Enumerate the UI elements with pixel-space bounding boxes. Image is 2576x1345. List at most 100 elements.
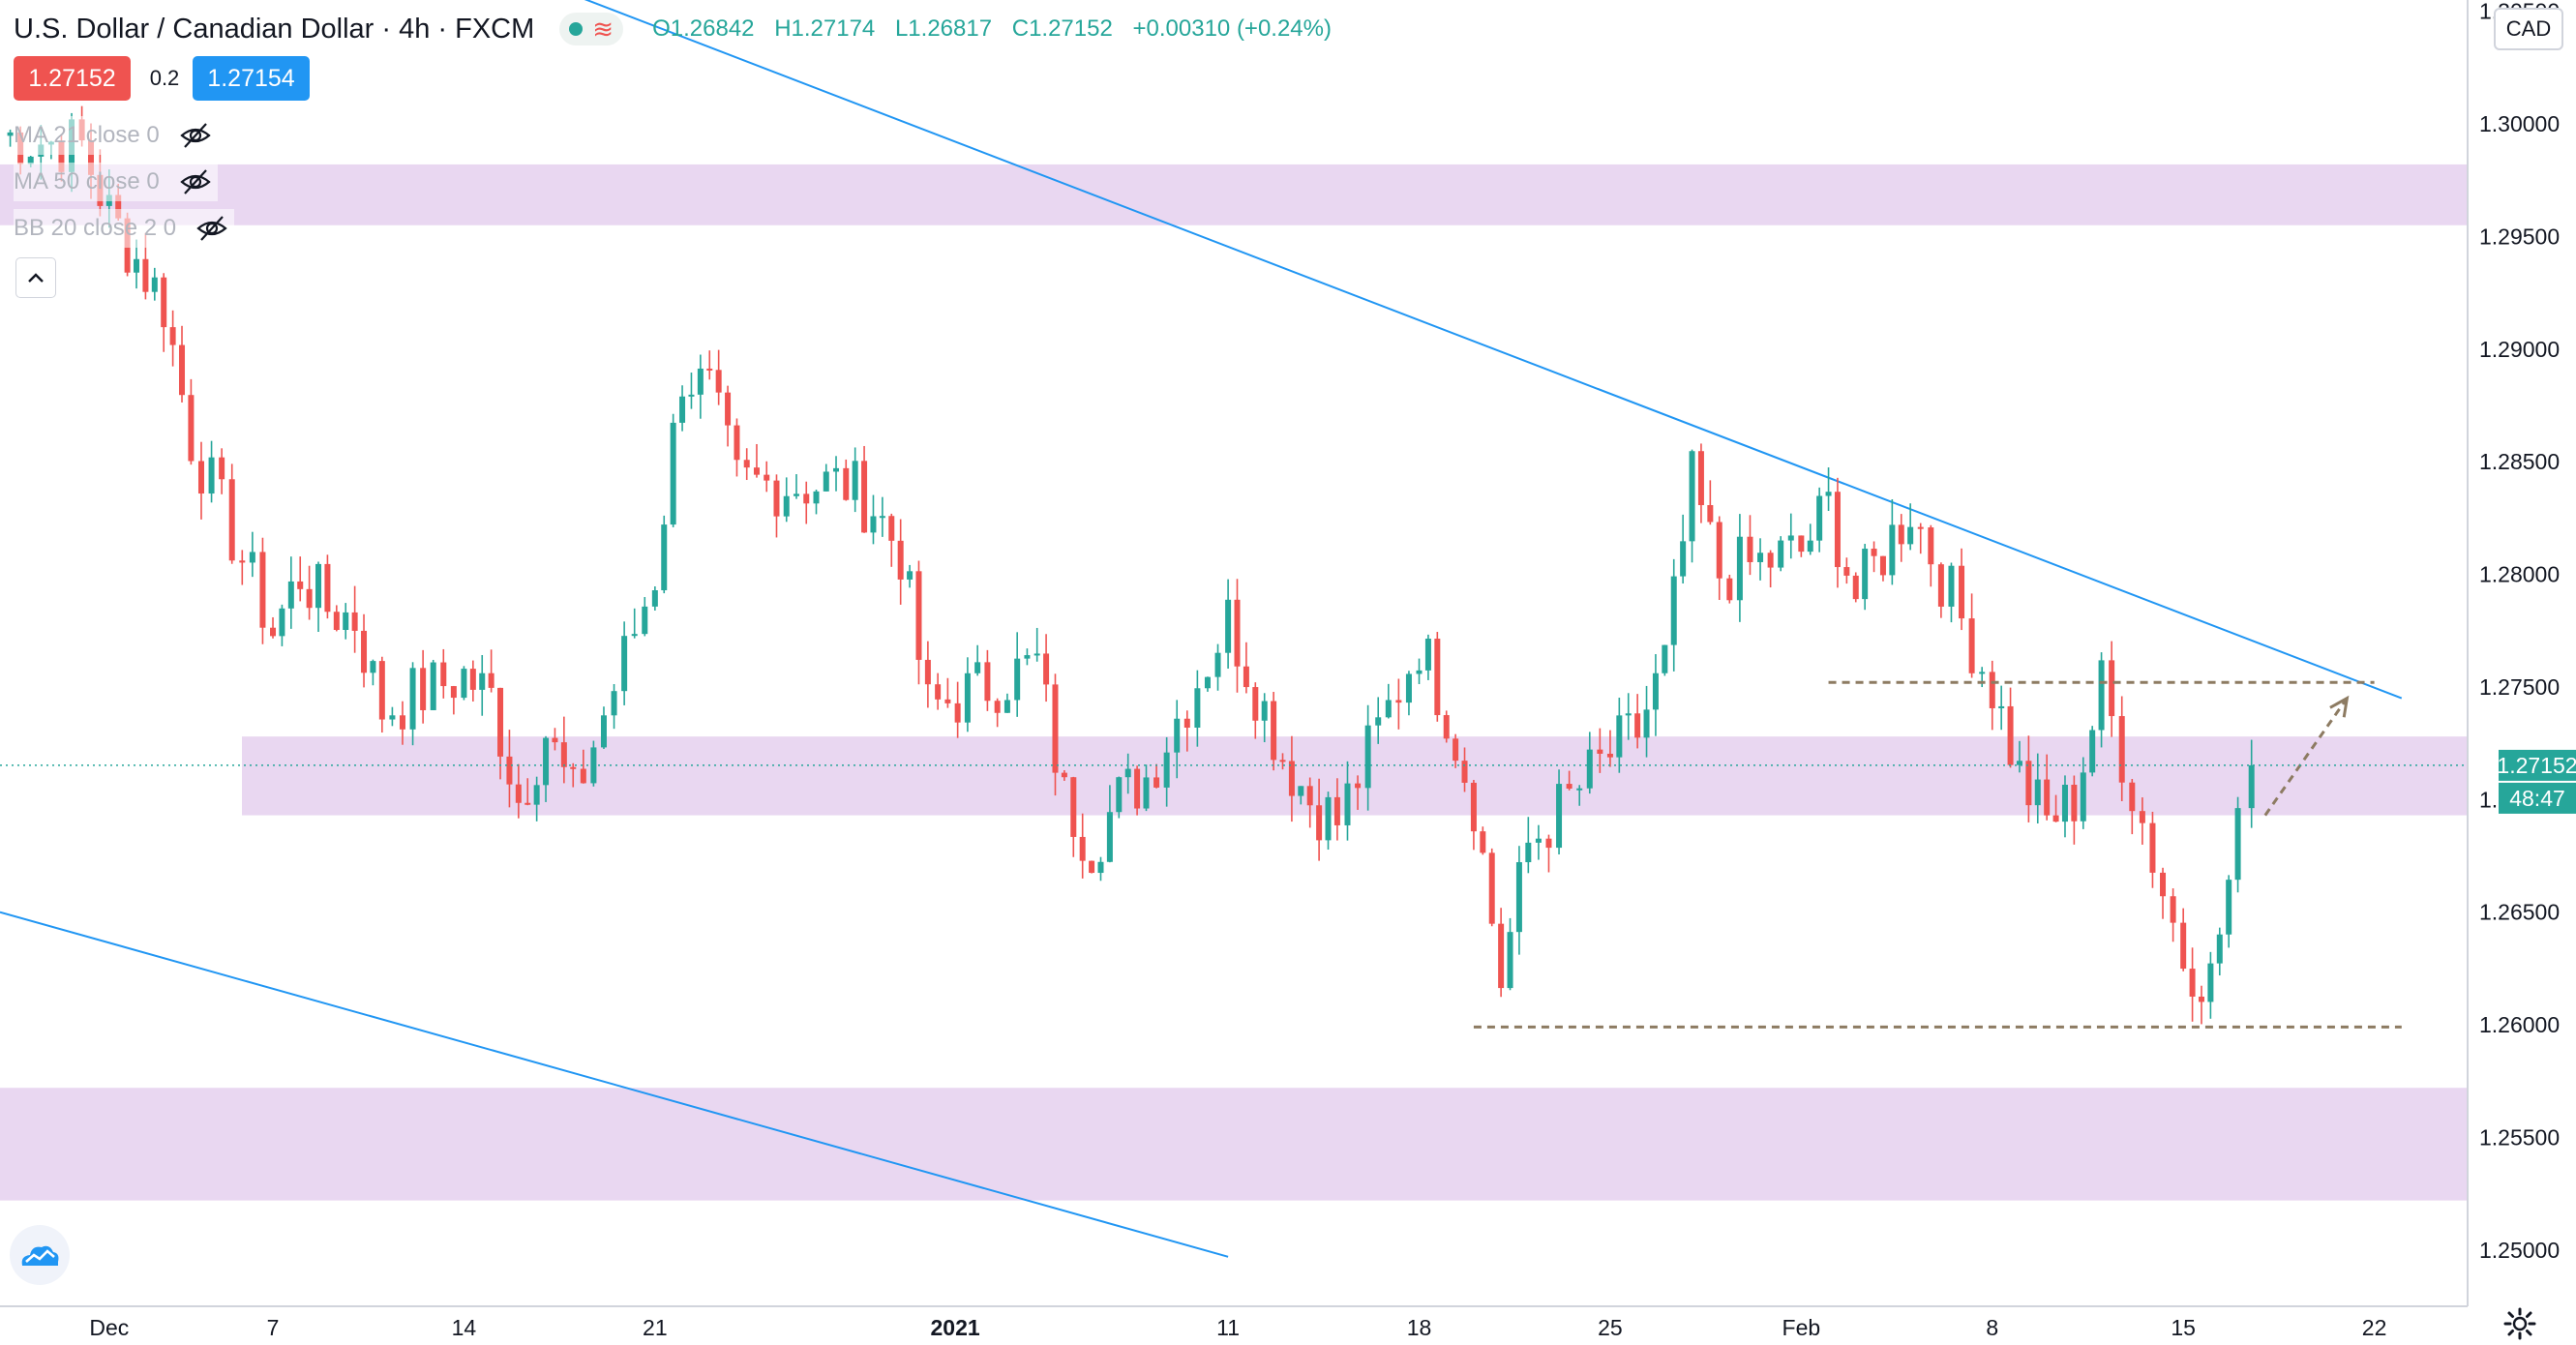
candle-body xyxy=(1364,725,1371,789)
candle-body xyxy=(552,737,558,743)
collapse-legend-button[interactable] xyxy=(15,257,56,298)
candle-body xyxy=(249,552,255,563)
y-tick-label: 1.28000 xyxy=(2479,562,2560,587)
y-tick-label: 1.29500 xyxy=(2479,224,2560,249)
candle-body xyxy=(2034,779,2041,806)
candle-body xyxy=(2025,761,2032,806)
indicator-row-bb[interactable]: BB 20 close 2 0 xyxy=(14,209,235,248)
price-axis[interactable] xyxy=(2468,0,2576,1306)
candle-body xyxy=(1507,932,1513,989)
candle-body xyxy=(440,662,447,687)
candle-body xyxy=(1889,524,1896,576)
candle-body xyxy=(2234,808,2241,881)
candle-body xyxy=(259,552,266,628)
eye-hidden-icon[interactable] xyxy=(179,119,212,152)
candle-body xyxy=(1798,535,1805,553)
status-pill[interactable]: ≋ xyxy=(559,13,624,45)
candle-body xyxy=(161,277,167,328)
candle-body xyxy=(764,474,770,481)
candle-body xyxy=(2216,934,2223,964)
indicator-row-ma21[interactable]: MA 21 close 0 xyxy=(14,116,218,155)
candle-body xyxy=(430,662,436,710)
candle-body xyxy=(964,672,971,723)
candle-body xyxy=(974,662,981,673)
candle-body xyxy=(1852,575,1859,600)
candle-body xyxy=(1968,618,1975,673)
candle-body xyxy=(924,659,931,685)
candle-body xyxy=(7,132,14,136)
candle-body xyxy=(370,661,376,673)
candle-body xyxy=(1214,652,1221,677)
x-tick-label: 21 xyxy=(643,1315,668,1340)
candle-body xyxy=(1385,700,1392,718)
candle-body xyxy=(651,590,658,607)
x-tick-label: 25 xyxy=(1598,1315,1623,1340)
candle-body xyxy=(1597,749,1603,754)
candle-body xyxy=(1606,753,1613,758)
candle-body xyxy=(1443,715,1450,739)
candle-body xyxy=(1424,639,1431,671)
sr-zone-1 xyxy=(242,736,2468,816)
candle-body xyxy=(715,370,722,393)
currency-selector[interactable]: CAD xyxy=(2494,8,2563,50)
candle-body xyxy=(287,581,294,609)
gear-icon[interactable] xyxy=(2502,1306,2537,1341)
candle-body xyxy=(279,608,285,637)
time-axis[interactable] xyxy=(0,1306,2576,1345)
candle-body xyxy=(2016,761,2022,765)
tradingview-logo-icon[interactable] xyxy=(10,1225,70,1285)
sr-zone-2 xyxy=(0,1088,2468,1201)
candle-body xyxy=(697,368,704,395)
candle-body xyxy=(1871,549,1877,556)
candle-body xyxy=(1153,777,1160,788)
candle-body xyxy=(1325,796,1332,841)
candle-body xyxy=(1316,805,1323,841)
ohlc-high: H1.27174 xyxy=(774,15,876,42)
candle-body xyxy=(944,699,951,703)
candle-body xyxy=(1480,831,1486,853)
candle-body xyxy=(2129,782,2136,812)
buy-price-button[interactable]: 1.27154 xyxy=(193,56,310,101)
candle-body xyxy=(1937,564,1944,607)
projection-arrow-head xyxy=(2329,695,2350,718)
candle-body xyxy=(2207,963,2214,1002)
candle-body xyxy=(1707,505,1714,523)
eye-hidden-icon[interactable] xyxy=(179,165,212,198)
candle-body xyxy=(239,560,246,563)
sell-price-button[interactable]: 1.27152 xyxy=(14,56,131,101)
candle-body xyxy=(2080,772,2086,822)
candle-body xyxy=(1089,860,1095,874)
candle-body xyxy=(1928,527,1934,565)
candle-body xyxy=(1652,672,1659,710)
x-tick-label: Feb xyxy=(1782,1315,1821,1340)
candle-body xyxy=(570,766,577,769)
eye-hidden-icon[interactable] xyxy=(195,212,228,245)
candle-body xyxy=(1070,777,1077,837)
candle-body xyxy=(1670,576,1677,645)
x-tick-label: 15 xyxy=(2171,1315,2196,1340)
lower-trendline xyxy=(0,911,1229,1258)
symbol-title[interactable]: U.S. Dollar / Canadian Dollar · 4h · FXC… xyxy=(14,13,535,45)
candle-body xyxy=(706,368,713,371)
candle-body xyxy=(389,715,396,720)
candle-body xyxy=(1106,812,1113,862)
candle-body xyxy=(1979,672,1986,674)
candle-body xyxy=(2160,872,2167,897)
ohlc-open: O1.26842 xyxy=(652,15,755,42)
candle-body xyxy=(1726,578,1733,601)
candle-body xyxy=(1525,842,1532,863)
candle-body xyxy=(897,540,904,580)
cloud-chart-icon xyxy=(21,1245,59,1266)
candle-body xyxy=(670,422,676,525)
candle-body xyxy=(1716,522,1722,579)
candle-body xyxy=(935,684,942,700)
candle-body xyxy=(1143,777,1150,809)
candle-body xyxy=(1204,676,1211,689)
candle-body xyxy=(1680,541,1687,577)
indicator-row-ma50[interactable]: MA 50 close 0 xyxy=(14,163,218,201)
candle-body xyxy=(1453,738,1459,762)
candle-body xyxy=(600,715,607,748)
candle-body xyxy=(743,460,750,468)
candle-body xyxy=(2118,716,2125,783)
